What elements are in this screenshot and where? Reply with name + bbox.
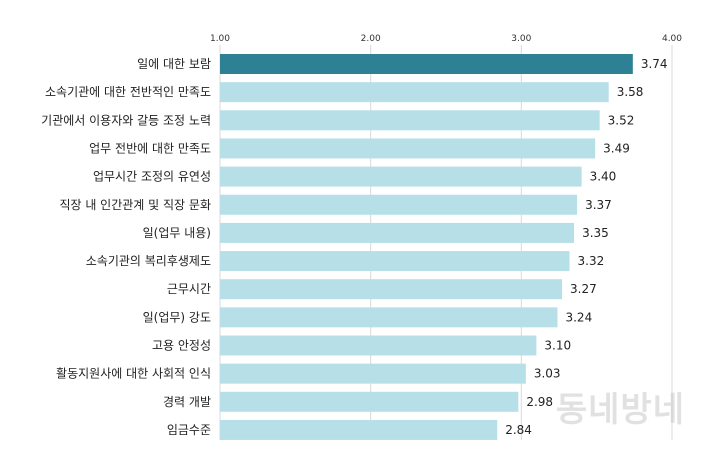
- category-label: 소속기관의 복리후생제도: [86, 254, 211, 268]
- bar: [220, 251, 570, 272]
- value-label: 3.74: [641, 57, 668, 71]
- value-label: 3.58: [617, 85, 644, 99]
- value-label: 3.37: [585, 198, 612, 212]
- bar: [220, 419, 498, 440]
- category-label: 기관에서 이용자와 갈등 조정 노력: [41, 113, 211, 127]
- value-label: 3.27: [570, 282, 597, 296]
- value-label: 3.10: [544, 339, 571, 353]
- value-label: 2.84: [505, 423, 532, 437]
- category-label: 일(업무) 강도: [143, 310, 211, 324]
- value-label: 3.24: [565, 310, 592, 324]
- category-label: 직장 내 인간관계 및 직장 문화: [59, 198, 211, 212]
- category-label: 일(업무 내용): [143, 226, 211, 240]
- bar: [220, 54, 633, 74]
- value-label: 3.49: [603, 141, 630, 155]
- x-tick-label: 4.00: [662, 34, 682, 44]
- watermark-logo: 동네방네: [555, 390, 685, 430]
- value-label: 3.35: [582, 226, 609, 240]
- bar: [220, 222, 575, 243]
- category-label: 업무 전반에 대한 만족도: [89, 141, 211, 155]
- value-label: 3.32: [578, 254, 605, 268]
- value-label: 3.03: [534, 367, 561, 381]
- bar: [220, 335, 537, 356]
- category-label: 업무시간 조정의 유연성: [93, 170, 211, 184]
- bar: [220, 110, 600, 131]
- x-tick-label: 2.00: [361, 34, 381, 44]
- bar: [220, 307, 558, 328]
- category-label: 근무시간: [167, 282, 211, 296]
- x-tick-label: 3.00: [511, 34, 531, 44]
- value-label: 3.52: [608, 113, 635, 127]
- value-label: 2.98: [526, 395, 553, 409]
- bar: [220, 391, 519, 412]
- bar: [220, 279, 563, 300]
- bar: [220, 363, 526, 384]
- x-tick-label: 1.00: [210, 34, 230, 44]
- category-label: 경력 개발: [163, 395, 211, 409]
- value-label: 3.40: [590, 170, 617, 184]
- category-label: 일에 대한 보람: [137, 57, 211, 71]
- bar: [220, 82, 609, 103]
- category-label: 활동지원사에 대한 사회적 인식: [56, 367, 211, 381]
- bar: [220, 194, 578, 215]
- bar: [220, 166, 582, 187]
- category-label: 소속기관에 대한 전반적인 만족도: [45, 85, 211, 99]
- category-label: 임금수준: [167, 423, 211, 437]
- bar: [220, 138, 596, 159]
- category-label: 고용 안정성: [152, 339, 211, 353]
